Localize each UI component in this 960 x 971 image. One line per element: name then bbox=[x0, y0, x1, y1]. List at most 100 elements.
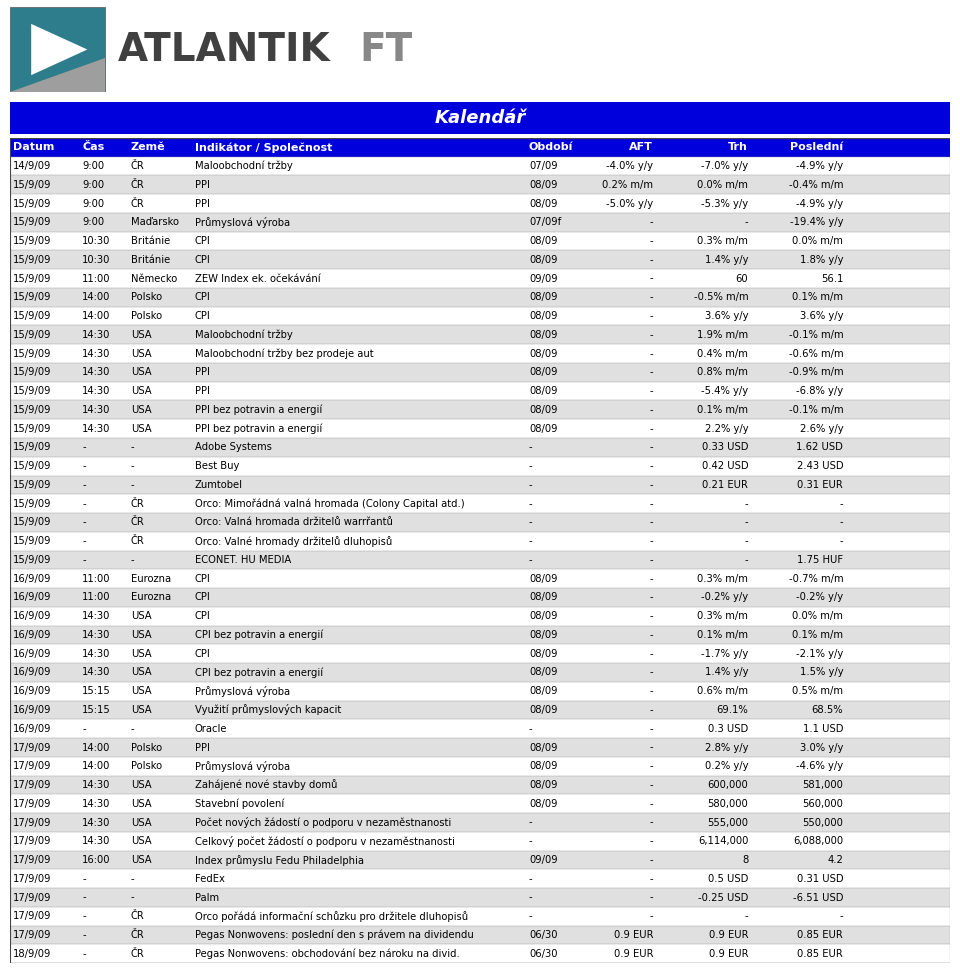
Text: 16/9/09: 16/9/09 bbox=[13, 667, 52, 678]
Text: 17/9/09: 17/9/09 bbox=[13, 761, 52, 771]
Text: -: - bbox=[529, 443, 533, 452]
Text: -: - bbox=[529, 461, 533, 471]
Text: -: - bbox=[650, 574, 653, 584]
Text: -: - bbox=[840, 912, 843, 921]
Text: 07/09: 07/09 bbox=[529, 161, 558, 171]
Text: 11:00: 11:00 bbox=[82, 592, 110, 602]
Text: 0.1% m/m: 0.1% m/m bbox=[792, 292, 843, 302]
Text: 08/09: 08/09 bbox=[529, 761, 558, 771]
Text: 0.3% m/m: 0.3% m/m bbox=[697, 611, 748, 621]
Text: 2.8% y/y: 2.8% y/y bbox=[705, 743, 748, 753]
Text: -: - bbox=[650, 292, 653, 302]
Text: ČR: ČR bbox=[131, 536, 145, 546]
Text: -: - bbox=[650, 723, 653, 734]
Text: -: - bbox=[745, 555, 748, 565]
Bar bbox=[10, 7, 105, 92]
Text: -: - bbox=[650, 686, 653, 696]
Text: 3.6% y/y: 3.6% y/y bbox=[800, 311, 843, 321]
Text: 15:15: 15:15 bbox=[82, 705, 110, 715]
Text: -: - bbox=[529, 892, 533, 903]
Text: 14:00: 14:00 bbox=[82, 292, 110, 302]
Text: -: - bbox=[650, 386, 653, 396]
Text: -0.5% m/m: -0.5% m/m bbox=[693, 292, 748, 302]
Text: 08/09: 08/09 bbox=[529, 592, 558, 602]
Text: 0.3 USD: 0.3 USD bbox=[708, 723, 748, 734]
Text: 16:00: 16:00 bbox=[82, 855, 110, 865]
Text: 15:15: 15:15 bbox=[82, 686, 110, 696]
Text: 0.6% m/m: 0.6% m/m bbox=[697, 686, 748, 696]
Text: -: - bbox=[650, 349, 653, 358]
Text: -4.9% y/y: -4.9% y/y bbox=[796, 198, 843, 209]
Text: -: - bbox=[529, 518, 533, 527]
Text: ČR: ČR bbox=[131, 499, 145, 509]
Text: 14:30: 14:30 bbox=[82, 799, 110, 809]
Text: -: - bbox=[650, 780, 653, 790]
Text: -: - bbox=[529, 874, 533, 884]
Text: Polsko: Polsko bbox=[131, 292, 162, 302]
Text: 15/9/09: 15/9/09 bbox=[13, 461, 52, 471]
Text: Německo: Německo bbox=[131, 274, 178, 284]
Bar bbox=[10, 569, 950, 588]
Bar bbox=[10, 307, 950, 325]
Text: 08/09: 08/09 bbox=[529, 311, 558, 321]
Text: Pegas Nonwovens: obchodování bez nároku na divid.: Pegas Nonwovens: obchodování bez nároku … bbox=[195, 949, 460, 959]
Text: USA: USA bbox=[131, 667, 152, 678]
Text: USA: USA bbox=[131, 799, 152, 809]
Text: ČR: ČR bbox=[131, 912, 145, 921]
Bar bbox=[10, 532, 950, 551]
Text: 60: 60 bbox=[735, 274, 748, 284]
Text: 16/9/09: 16/9/09 bbox=[13, 723, 52, 734]
Text: ČR: ČR bbox=[131, 930, 145, 940]
Text: -0.9% m/m: -0.9% m/m bbox=[788, 367, 843, 378]
Text: ČR: ČR bbox=[131, 518, 145, 527]
Text: 17/9/09: 17/9/09 bbox=[13, 818, 52, 827]
Text: -: - bbox=[529, 723, 533, 734]
Text: USA: USA bbox=[131, 818, 152, 827]
Text: -: - bbox=[840, 499, 843, 509]
Text: 17/9/09: 17/9/09 bbox=[13, 799, 52, 809]
Text: 08/09: 08/09 bbox=[529, 386, 558, 396]
Text: ČR: ČR bbox=[131, 949, 145, 958]
Text: 06/30: 06/30 bbox=[529, 949, 558, 958]
Text: 15/9/09: 15/9/09 bbox=[13, 330, 52, 340]
Text: 09/09: 09/09 bbox=[529, 274, 558, 284]
Text: -: - bbox=[529, 536, 533, 546]
Text: -: - bbox=[82, 480, 85, 490]
Text: CPI: CPI bbox=[195, 311, 210, 321]
Bar bbox=[10, 551, 950, 569]
Bar bbox=[10, 794, 950, 813]
Bar bbox=[10, 888, 950, 907]
Text: 14:30: 14:30 bbox=[82, 818, 110, 827]
Text: 3.0% y/y: 3.0% y/y bbox=[800, 743, 843, 753]
Text: Průmyslová výroba: Průmyslová výroba bbox=[195, 217, 290, 228]
Text: 14:30: 14:30 bbox=[82, 667, 110, 678]
Text: CPI: CPI bbox=[195, 292, 210, 302]
Text: 14:00: 14:00 bbox=[82, 311, 110, 321]
Text: USA: USA bbox=[131, 855, 152, 865]
Text: 14:30: 14:30 bbox=[82, 836, 110, 847]
Text: Země: Země bbox=[131, 143, 165, 152]
Text: 08/09: 08/09 bbox=[529, 367, 558, 378]
Bar bbox=[10, 682, 950, 701]
Text: -: - bbox=[650, 311, 653, 321]
Text: 0.1% m/m: 0.1% m/m bbox=[792, 630, 843, 640]
Text: Stavební povolení: Stavební povolení bbox=[195, 798, 284, 809]
Text: Průmyslová výroba: Průmyslová výroba bbox=[195, 686, 290, 697]
Text: -: - bbox=[650, 592, 653, 602]
Text: 1.75 HUF: 1.75 HUF bbox=[797, 555, 843, 565]
Text: -: - bbox=[650, 912, 653, 921]
Polygon shape bbox=[10, 58, 105, 92]
Text: USA: USA bbox=[131, 611, 152, 621]
Text: Adobe Systems: Adobe Systems bbox=[195, 443, 272, 452]
Bar bbox=[10, 382, 950, 400]
Text: 14:30: 14:30 bbox=[82, 386, 110, 396]
Text: 581,000: 581,000 bbox=[803, 780, 843, 790]
Text: 11:00: 11:00 bbox=[82, 574, 110, 584]
Bar bbox=[10, 832, 950, 851]
Text: USA: USA bbox=[131, 836, 152, 847]
Text: 0.33 USD: 0.33 USD bbox=[702, 443, 748, 452]
Text: -: - bbox=[650, 649, 653, 658]
Text: ZEW Index ek. očekávání: ZEW Index ek. očekávání bbox=[195, 274, 321, 284]
Text: Orco: Mimořádná valná hromada (Colony Capital atd.): Orco: Mimořádná valná hromada (Colony Ca… bbox=[195, 498, 465, 509]
Text: 9:00: 9:00 bbox=[82, 161, 105, 171]
